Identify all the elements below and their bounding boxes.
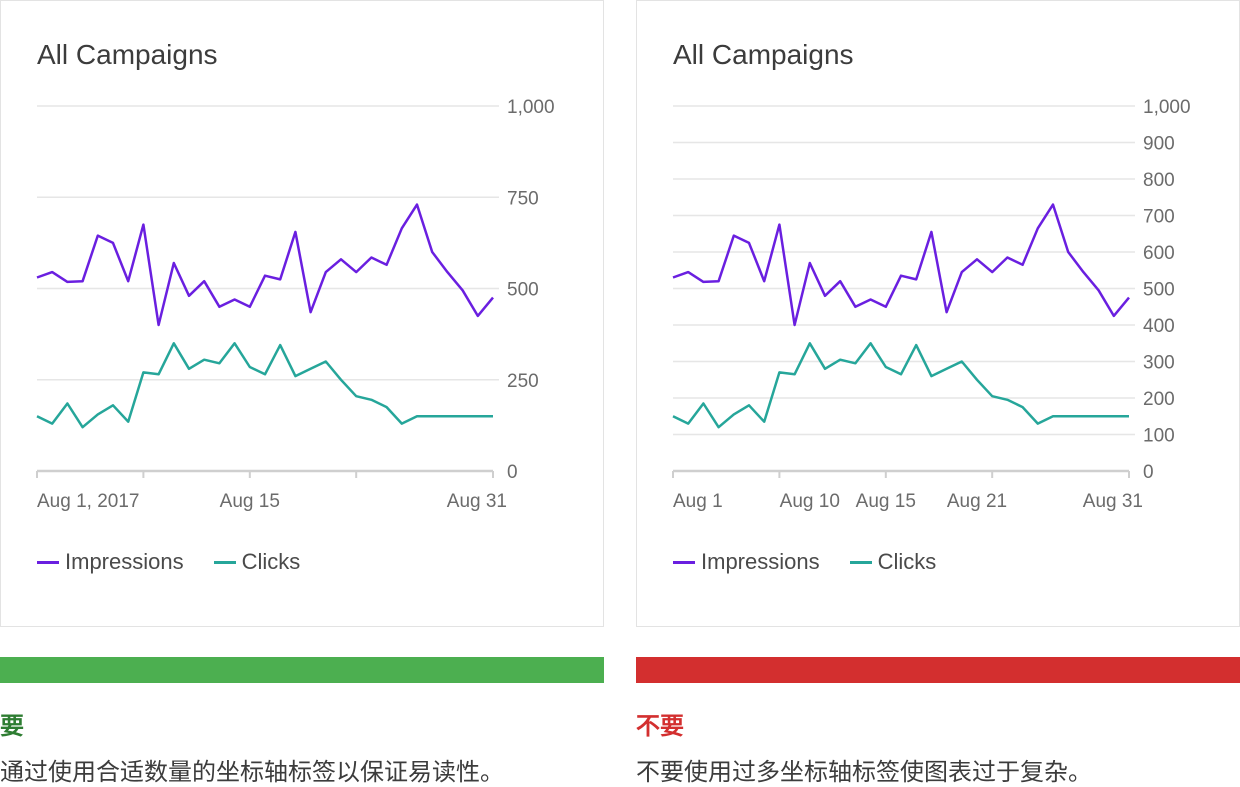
x-tick-label: Aug 1, 2017 bbox=[37, 491, 139, 512]
legend-item-impressions[interactable]: Impressions bbox=[673, 549, 820, 575]
dont-example-panel: All Campaigns 0 100 200 300 400 500 600 700 800 9… bbox=[636, 0, 1240, 786]
y-tick-label: 600 bbox=[1143, 243, 1175, 264]
legend-swatch-clicks bbox=[849, 560, 872, 564]
chart-card: All Campaigns 0 250 500 750 1,000 Aug 1, 2017… bbox=[0, 0, 604, 627]
y-tick-label: 300 bbox=[1143, 353, 1175, 374]
y-tick-label: 250 bbox=[507, 371, 539, 392]
line-chart: 0 250 500 750 1,000 Aug 1, 2017 Aug 15 Aug 31 bbox=[36, 97, 555, 512]
legend-label-impressions: Impressions bbox=[65, 549, 184, 574]
legend-item-clicks[interactable]: Clicks bbox=[849, 549, 937, 575]
x-tick-label: Aug 15 bbox=[856, 491, 916, 512]
x-tick-label: Aug 31 bbox=[1083, 491, 1143, 512]
dont-caption: 不要使用过多坐标轴标签使图表过于复杂。 bbox=[636, 759, 1092, 786]
x-tick-label: Aug 31 bbox=[447, 491, 507, 512]
chart-card: All Campaigns 0 100 200 300 400 500 600 700 800 9… bbox=[636, 0, 1240, 627]
y-tick-label: 700 bbox=[1143, 207, 1175, 228]
do-caption: 通过使用合适数量的坐标轴标签以保证易读性。 bbox=[0, 759, 504, 786]
chart-title: All Campaigns bbox=[673, 39, 854, 70]
legend-label-impressions: Impressions bbox=[701, 549, 820, 574]
series-line-clicks bbox=[36, 342, 493, 429]
do-indicator-bar bbox=[0, 657, 604, 683]
x-tick-label: Aug 10 bbox=[780, 491, 840, 512]
y-tick-label: 900 bbox=[1143, 134, 1175, 155]
line-chart: 0 100 200 300 400 500 600 700 800 900 1,000 Aug 1 Au… bbox=[672, 97, 1191, 512]
chart-legend: Impressions Clicks bbox=[673, 549, 966, 575]
legend-swatch-impressions bbox=[37, 560, 59, 564]
x-tick-label: Aug 21 bbox=[947, 491, 1007, 512]
x-tick-label: Aug 15 bbox=[220, 491, 280, 512]
legend-label-clicks: Clicks bbox=[241, 549, 301, 574]
chart-title: All Campaigns bbox=[37, 39, 218, 70]
series-line-impressions bbox=[672, 203, 1130, 327]
dont-label: 不要 bbox=[636, 713, 684, 740]
series-line-clicks bbox=[672, 342, 1129, 429]
y-tick-label: 1,000 bbox=[1143, 97, 1191, 118]
do-example-panel: All Campaigns 0 250 500 750 1,000 Aug 1, 2017… bbox=[0, 0, 604, 786]
y-tick-label: 750 bbox=[507, 188, 539, 209]
legend-item-impressions[interactable]: Impressions bbox=[37, 549, 184, 575]
legend-swatch-impressions bbox=[673, 560, 695, 564]
chart-legend: Impressions Clicks bbox=[37, 549, 330, 575]
y-tick-label: 400 bbox=[1143, 316, 1175, 337]
y-tick-label: 800 bbox=[1143, 170, 1175, 191]
legend-swatch-clicks bbox=[213, 560, 236, 564]
y-tick-label: 1,000 bbox=[507, 97, 555, 118]
y-tick-label: 500 bbox=[1143, 280, 1175, 301]
y-tick-label: 0 bbox=[1143, 462, 1154, 483]
legend-label-clicks: Clicks bbox=[877, 549, 937, 574]
y-tick-label: 500 bbox=[507, 280, 539, 301]
x-tick-label: Aug 1 bbox=[673, 491, 723, 512]
series-line-impressions bbox=[36, 203, 494, 327]
do-label: 要 bbox=[0, 713, 24, 740]
legend-item-clicks[interactable]: Clicks bbox=[213, 549, 301, 575]
y-tick-label: 100 bbox=[1143, 426, 1175, 447]
dont-indicator-bar bbox=[636, 657, 1240, 683]
y-tick-label: 0 bbox=[507, 462, 518, 483]
y-tick-label: 200 bbox=[1143, 389, 1175, 410]
